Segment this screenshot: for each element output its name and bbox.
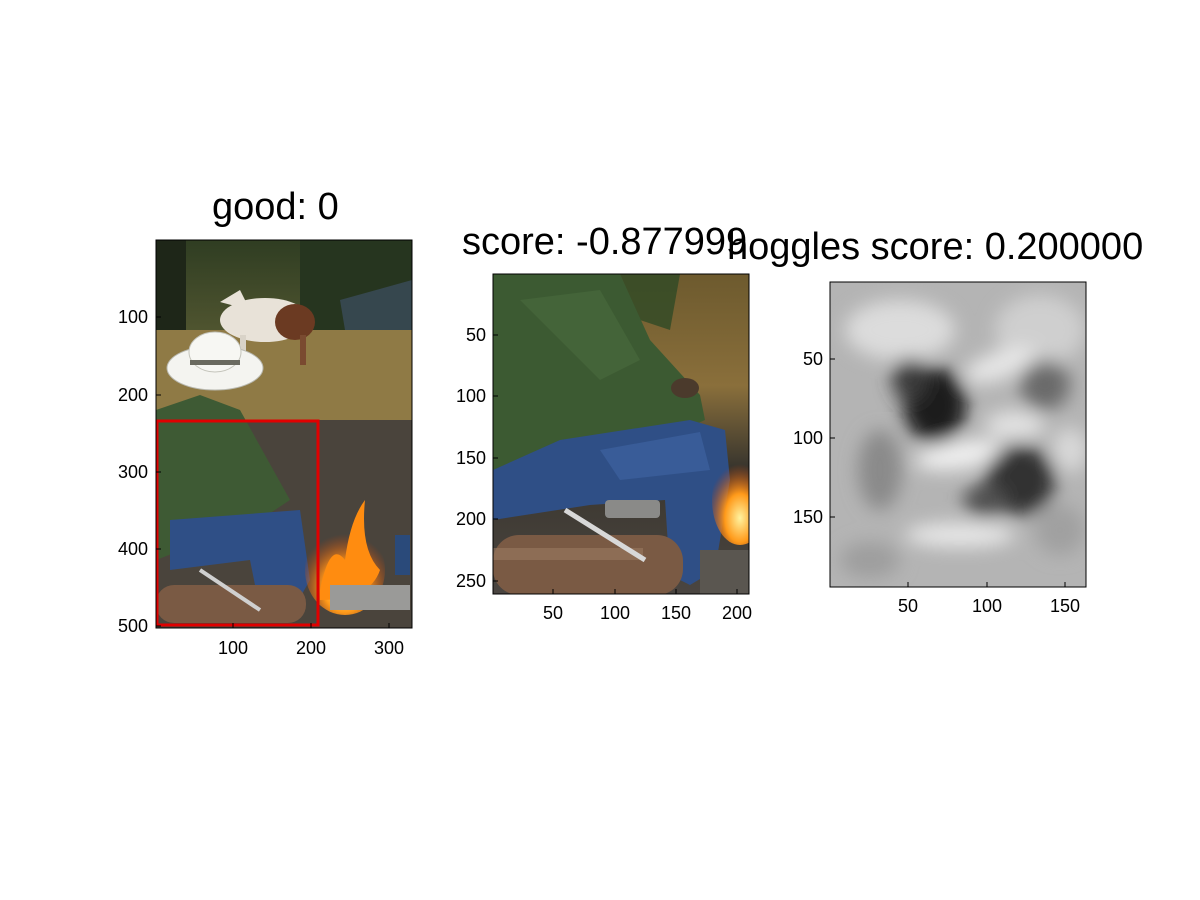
panel-3-x-tick: 150 bbox=[1050, 596, 1080, 616]
panel-2-x-tick: 100 bbox=[600, 603, 630, 623]
panel-1-y-tick: 300 bbox=[118, 462, 148, 482]
panel-1-x-axis: 100 200 300 bbox=[218, 623, 404, 658]
panel-2-x-tick: 50 bbox=[543, 603, 563, 623]
panel-2-y-axis: 50 100 150 200 250 bbox=[456, 325, 498, 591]
panel-1-frame bbox=[155, 239, 413, 629]
panel-3-y-tick: 100 bbox=[793, 428, 823, 448]
panel-3-y-tick: 50 bbox=[803, 349, 823, 369]
panel-1-x-tick: 300 bbox=[374, 638, 404, 658]
panel-3-x-tick: 50 bbox=[898, 596, 918, 616]
panel-3-image bbox=[830, 282, 1086, 587]
panel-2-x-tick: 150 bbox=[661, 603, 691, 623]
panel-1-y-tick: 200 bbox=[118, 385, 148, 405]
panel-1-y-axis: 100 200 300 400 500 bbox=[118, 307, 161, 636]
panel-3-y-axis: 50 100 150 bbox=[793, 349, 835, 527]
panel-2-y-tick: 250 bbox=[456, 571, 486, 591]
panel-3-title: hoggles score: 0.200000 bbox=[727, 226, 1144, 268]
panel-2-frame bbox=[492, 273, 750, 595]
detection-bbox bbox=[155, 419, 320, 627]
panel-3-frame bbox=[829, 281, 1087, 588]
panel-3-y-tick: 150 bbox=[793, 507, 823, 527]
panel-2-x-axis: 50 100 150 200 bbox=[543, 589, 752, 623]
panel-2-title: score: -0.877999 bbox=[462, 221, 748, 263]
panel-3-x-tick: 100 bbox=[972, 596, 1002, 616]
panel-1-x-tick: 200 bbox=[296, 638, 326, 658]
panel-2-y-tick: 50 bbox=[466, 325, 486, 345]
panel-2-y-tick: 100 bbox=[456, 386, 486, 406]
panel-2-y-tick: 150 bbox=[456, 448, 486, 468]
panel-2-y-tick: 200 bbox=[456, 509, 486, 529]
panel-1-title: good: 0 bbox=[212, 186, 339, 228]
panel-1-image bbox=[156, 240, 412, 628]
panel-2-x-tick: 200 bbox=[722, 603, 752, 623]
panel-2-image bbox=[493, 274, 749, 594]
panel-1-y-tick: 100 bbox=[118, 307, 148, 327]
panel-1-y-tick: 400 bbox=[118, 539, 148, 559]
panel-3-x-axis: 50 100 150 bbox=[898, 582, 1080, 616]
panel-1-y-tick: 500 bbox=[118, 616, 148, 636]
panel-1-x-tick: 100 bbox=[218, 638, 248, 658]
